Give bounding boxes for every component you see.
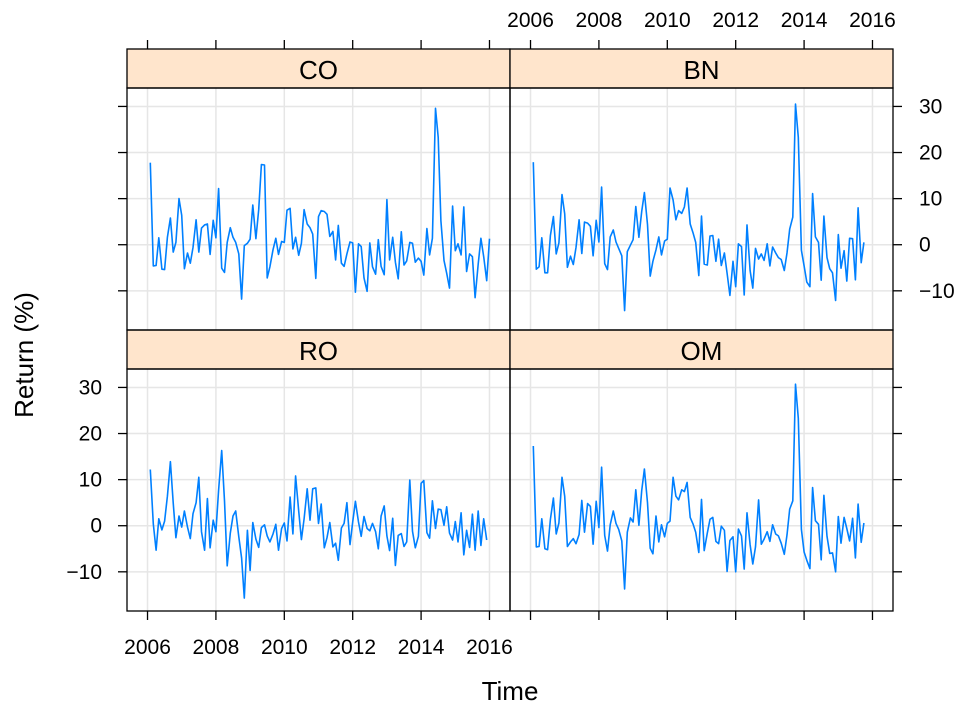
tick-layer: 2006200620082008201020102012201220142014… — [66, 9, 954, 659]
series-layer — [149, 103, 865, 599]
y-tick-label-left-0: −10 — [66, 561, 102, 584]
grid-layer — [127, 88, 893, 611]
x-tick-label-top-5: 2016 — [849, 9, 896, 32]
strip-label-bn: BN — [683, 55, 719, 85]
y-tick-label-left-3: 20 — [79, 423, 102, 446]
y-tick-label-right-0: −10 — [919, 280, 955, 303]
y-tick-label-left-2: 10 — [79, 469, 102, 492]
x-tick-label-bottom-4: 2014 — [398, 636, 445, 659]
strip-om — [509, 329, 894, 370]
y-tick-label-left-1: 0 — [90, 515, 102, 538]
x-tick-label-top-1: 2008 — [576, 9, 623, 32]
series-line-bn — [532, 103, 865, 312]
strip-bn — [509, 48, 894, 89]
x-tick-label-bottom-1: 2008 — [193, 636, 240, 659]
x-axis-title: Time — [482, 676, 539, 706]
x-tick-label-top-4: 2014 — [781, 9, 828, 32]
strip-label-ro: RO — [299, 336, 338, 366]
panel-frame-om — [509, 368, 894, 612]
x-tick-label-bottom-0: 2006 — [124, 636, 171, 659]
y-axis-title: Return (%) — [9, 292, 39, 418]
y-tick-label-left-4: 30 — [79, 376, 102, 399]
strip-layer: CO BN RO OM — [126, 48, 894, 370]
x-tick-label-top-3: 2012 — [712, 9, 759, 32]
strip-label-om: OM — [681, 336, 723, 366]
panel-frame-bn — [509, 87, 894, 331]
strip-label-co: CO — [299, 55, 338, 85]
y-tick-label-right-2: 10 — [919, 188, 942, 211]
y-tick-label-right-4: 30 — [919, 95, 942, 118]
panel-frame-ro — [126, 368, 511, 612]
x-tick-label-bottom-3: 2012 — [329, 636, 376, 659]
series-line-om — [532, 383, 865, 590]
x-tick-label-top-0: 2006 — [507, 9, 554, 32]
frame-layer — [126, 87, 894, 612]
x-tick-label-bottom-2: 2010 — [261, 636, 308, 659]
series-line-ro — [149, 449, 488, 599]
strip-ro — [126, 329, 511, 370]
series-line-co — [149, 107, 491, 300]
y-tick-label-right-1: 0 — [919, 234, 931, 257]
x-tick-label-top-2: 2010 — [644, 9, 691, 32]
y-tick-label-right-3: 20 — [919, 142, 942, 165]
x-tick-label-bottom-5: 2016 — [466, 636, 513, 659]
